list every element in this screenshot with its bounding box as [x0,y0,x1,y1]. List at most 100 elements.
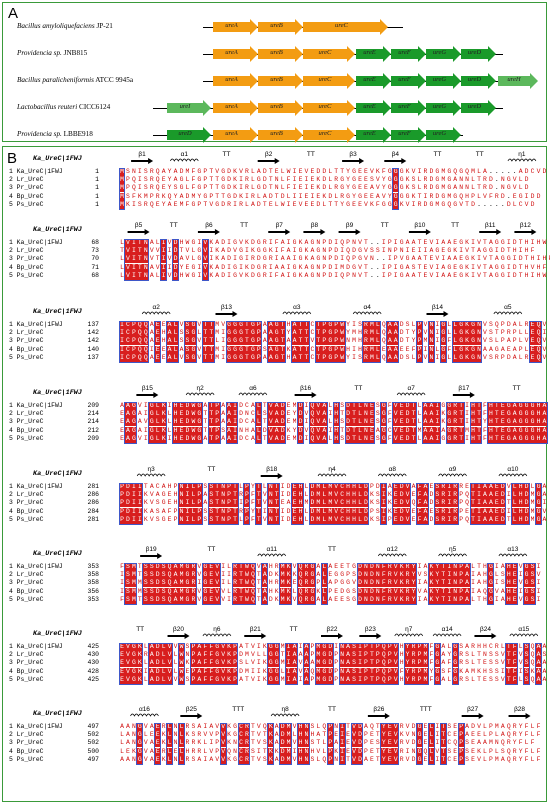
residue: I [160,263,167,272]
residue: G [238,329,244,338]
residue: T [483,271,487,279]
residue: H [524,247,529,255]
residue: Y [167,176,172,184]
residue: A [369,184,374,192]
residue: A [512,345,517,353]
residue: K [160,402,167,410]
residue: W [339,337,346,346]
residue: V [483,321,487,328]
residue: K [304,255,309,263]
residue: T [458,418,465,427]
residue: A [221,434,226,442]
residue: K [209,263,214,271]
residue: K [250,247,255,255]
residue: G [340,184,345,192]
residue: I [536,579,541,587]
gene-arrow-ureA: ureA [213,100,258,116]
residue: E [398,418,405,427]
svg-text:β28: β28 [514,706,525,713]
residue: . [488,200,493,208]
residue: E [368,402,375,410]
residue: L [518,353,523,361]
residue: T [303,353,310,362]
residue: P [393,247,398,255]
residue: T [465,200,470,208]
residue: . [494,168,499,175]
residue: M [368,329,375,338]
residue: I [304,402,309,409]
ss-element: TT [240,222,248,229]
residue: A [321,402,328,410]
residue: G [190,353,197,362]
residue: A [274,263,279,271]
residue: A [273,426,280,435]
residue: N [459,184,464,192]
residue: V [315,418,322,427]
residue: N [352,271,356,279]
residue: V [239,168,243,175]
residue: H [245,426,249,434]
residue: D [179,168,184,175]
sequence-start-position: 71 [91,263,99,271]
residue: M [143,192,148,200]
residue: T [303,321,310,329]
residue: D [256,255,261,263]
residue: A [273,418,280,427]
residue: T [136,271,143,280]
residue: E [423,271,428,279]
residue: A [149,353,154,361]
sequence-start-position: 358 [87,571,99,579]
sequence-name: 1 Ka_UreC|1FWJ [9,321,63,328]
residue: E [411,247,416,255]
ss-element: α13 [498,546,528,557]
residue: G [232,345,239,354]
residue: T [364,239,368,246]
residue: V [483,255,487,263]
residue: I [435,337,440,345]
residue: H [536,271,541,279]
residue: L [417,402,422,409]
residue: E [298,168,303,175]
residue: G [358,192,362,200]
residue: E [178,418,185,427]
residue: I [197,263,202,271]
residue: P [416,345,423,354]
residue: D [404,426,411,435]
residue: D [262,168,267,175]
residue: I [352,321,356,328]
residue: G [459,239,464,246]
residue: A [149,483,154,490]
residue: I [434,410,441,419]
sequence-start-position: 137 [87,321,99,328]
residue: L [172,353,179,362]
residue: G [453,192,458,200]
residue: E [398,426,405,435]
residue: A [483,168,487,175]
svg-text:β2: β2 [265,151,273,158]
residue: I [352,345,356,353]
residue: L [255,418,262,427]
residue: I [542,499,547,507]
residue: N [267,483,274,491]
residue: V [524,200,529,208]
residue: P [471,192,475,200]
residue: A [280,255,285,263]
residue: V [542,507,547,515]
residue: E [154,353,161,362]
residue: N [387,247,392,255]
residue: T [334,168,339,175]
residue: D [286,483,291,490]
residue: W [542,239,547,246]
residue: M [435,200,440,208]
residue: H [297,483,304,491]
sequence-start-position: 502 [87,739,99,747]
residue: G [392,200,399,209]
residue: I [149,345,154,353]
residue: E [178,402,185,410]
gene-label: ureH [507,76,521,83]
residue: E [167,491,172,499]
alignment-block: Ka_UreC|1FWJ β15 η2 α6 β16 TT α7 β17 TT 1 Ka_UreC… [3,384,548,462]
residue: L [411,353,416,361]
sequence-start-position: 209 [87,402,99,409]
residue: F [387,434,392,442]
